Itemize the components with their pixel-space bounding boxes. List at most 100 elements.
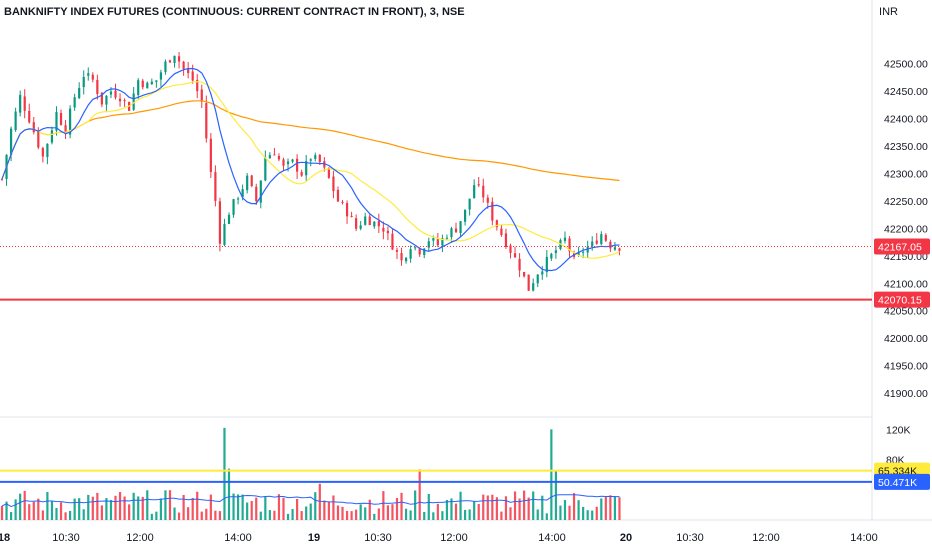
volume-bar — [409, 510, 412, 520]
volume-bar — [445, 499, 449, 520]
candle-body — [286, 161, 290, 165]
volume-bar — [368, 499, 371, 520]
volume-bar — [518, 498, 521, 520]
candle-body — [454, 228, 458, 233]
candle-body — [341, 201, 344, 203]
volume-bar — [159, 498, 163, 520]
volume-bar — [168, 490, 172, 520]
volume-bar — [355, 509, 358, 520]
candle-body — [373, 221, 376, 227]
candle-body — [232, 199, 235, 215]
candle-body — [577, 252, 580, 256]
candle-body — [159, 72, 163, 80]
volume-bar — [486, 495, 489, 520]
volume-bar — [541, 495, 544, 520]
volume-bar — [345, 510, 349, 520]
volume-bar — [468, 509, 471, 520]
candle-body — [414, 247, 417, 249]
volume-bar — [386, 505, 390, 520]
candle-body — [146, 82, 149, 89]
volume-bar — [527, 497, 530, 520]
volume-bar — [9, 512, 13, 520]
candle-body — [209, 138, 212, 172]
volume-bar — [336, 505, 340, 520]
volume-bar — [418, 469, 421, 520]
candle-body — [550, 253, 553, 259]
candle-body — [164, 61, 167, 72]
candle-body — [78, 87, 81, 99]
candle-body — [554, 250, 557, 253]
candle-body — [100, 92, 103, 105]
volume-level-label-bg — [874, 473, 930, 490]
candle-body — [236, 198, 240, 200]
candle-body — [586, 246, 589, 253]
volume-bar — [568, 505, 571, 520]
volume-bar — [123, 496, 126, 520]
volume-bar — [232, 493, 235, 520]
volume-bar — [268, 510, 271, 520]
candle-body — [305, 161, 308, 176]
candle-body — [196, 79, 199, 92]
currency-label: INR — [879, 6, 898, 18]
volume-bar — [118, 492, 122, 520]
volume-bar — [205, 508, 208, 520]
candle-body — [595, 240, 598, 244]
candle-body — [41, 148, 44, 157]
volume-bar — [28, 504, 31, 520]
volume-bar — [73, 498, 76, 520]
price-tick-label: 42000.00 — [884, 333, 928, 345]
candle-body — [87, 73, 90, 76]
volume-bar — [291, 509, 294, 520]
candle-body — [19, 94, 22, 113]
volume-bar — [55, 507, 58, 520]
volume-bar — [459, 491, 462, 520]
candle-body — [291, 159, 294, 162]
candle-body — [459, 221, 462, 233]
volume-bar — [523, 490, 526, 520]
volume-bar — [595, 506, 598, 520]
candle-body — [69, 108, 72, 135]
volume-bar — [132, 492, 135, 520]
volume-bar — [491, 494, 494, 520]
candle-body — [141, 80, 144, 88]
volume-bar — [609, 495, 612, 520]
candle-body — [545, 256, 548, 273]
candle-body — [46, 143, 49, 158]
volume-bar — [150, 513, 153, 520]
candle-body — [318, 154, 321, 162]
candle-body — [137, 80, 140, 95]
volume-bar — [286, 513, 290, 520]
candle-body — [246, 175, 249, 191]
candle-body — [214, 172, 217, 201]
volume-bar — [141, 496, 144, 520]
volume-bar — [223, 427, 226, 520]
volume-bar — [414, 490, 417, 520]
volume-bar — [604, 496, 607, 520]
volume-bar — [582, 506, 585, 520]
candle-body — [64, 125, 67, 135]
volume-bar — [364, 507, 367, 520]
candle-body — [568, 238, 571, 252]
last-price-label-bg — [874, 238, 930, 255]
candle-body — [28, 110, 31, 123]
candle-body — [495, 220, 498, 228]
price-tick-label: 42500.00 — [884, 59, 928, 71]
candle-body — [463, 209, 467, 222]
candle-body — [473, 185, 476, 199]
volume-bar — [282, 497, 285, 520]
ma-blue-line — [1, 67, 620, 272]
volume-bar — [109, 500, 113, 520]
volume-bar — [32, 501, 35, 520]
candle-body — [227, 214, 231, 224]
candle-body — [300, 172, 303, 176]
candle-body — [200, 89, 203, 102]
volume-bar — [200, 511, 203, 520]
candle-body — [96, 79, 99, 94]
candle-body — [368, 216, 371, 226]
vwap-line — [1, 100, 620, 182]
candle-body — [536, 274, 539, 284]
volume-bar — [536, 509, 539, 520]
candle-body — [423, 248, 426, 256]
candle-body — [591, 241, 594, 247]
